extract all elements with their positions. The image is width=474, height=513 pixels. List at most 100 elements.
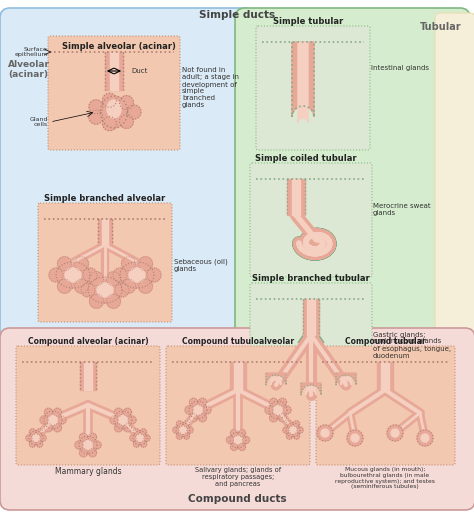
Polygon shape [133,431,147,445]
FancyBboxPatch shape [235,8,470,343]
Text: Alveolar
(acinar): Alveolar (acinar) [8,60,50,80]
Polygon shape [387,425,403,441]
FancyBboxPatch shape [48,36,180,150]
Polygon shape [80,449,88,457]
Polygon shape [190,398,198,406]
FancyBboxPatch shape [256,26,370,150]
Polygon shape [90,272,103,286]
Polygon shape [40,416,48,424]
Polygon shape [49,268,63,282]
FancyBboxPatch shape [38,203,172,322]
Polygon shape [321,429,329,437]
Polygon shape [176,421,182,427]
Polygon shape [29,431,43,445]
Polygon shape [107,100,121,118]
Polygon shape [336,373,356,385]
Polygon shape [417,430,433,446]
Polygon shape [301,383,321,395]
Text: Simple tubular: Simple tubular [273,17,343,26]
Text: Gland
cells: Gland cells [29,116,48,127]
Polygon shape [242,437,250,444]
Polygon shape [88,277,122,303]
Polygon shape [421,434,429,442]
Polygon shape [57,256,72,271]
Text: Simple ducts: Simple ducts [199,10,275,20]
Polygon shape [297,427,303,433]
Polygon shape [180,426,186,433]
Polygon shape [144,435,150,441]
Polygon shape [97,283,113,297]
Polygon shape [138,279,153,293]
Text: Simple alveolar (acinar): Simple alveolar (acinar) [62,42,176,51]
Polygon shape [283,427,289,433]
Polygon shape [190,414,198,422]
Polygon shape [56,262,90,288]
Polygon shape [187,427,193,433]
Polygon shape [119,114,134,128]
Polygon shape [203,406,211,414]
Polygon shape [119,95,134,110]
Polygon shape [283,406,291,414]
Polygon shape [391,429,399,437]
Polygon shape [121,256,136,271]
Polygon shape [36,441,43,447]
Polygon shape [199,398,207,406]
Polygon shape [199,414,207,422]
Polygon shape [140,441,146,447]
Polygon shape [114,424,123,432]
Polygon shape [292,42,314,117]
Text: Salivary glands; glands of
respiratory passages;
and pancreas: Salivary glands; glands of respiratory p… [195,467,281,487]
Polygon shape [83,268,97,282]
Polygon shape [121,279,136,293]
Polygon shape [127,105,141,119]
Text: Merocrine sweat
glands: Merocrine sweat glands [373,204,430,216]
Polygon shape [341,377,351,385]
Polygon shape [113,268,127,282]
Polygon shape [29,429,36,435]
Text: Compound alveolar (acinar): Compound alveolar (acinar) [27,337,148,346]
FancyBboxPatch shape [16,346,160,465]
Polygon shape [44,411,62,429]
Text: Simple coiled tubular: Simple coiled tubular [255,154,357,163]
Polygon shape [81,283,95,297]
FancyBboxPatch shape [0,8,255,343]
Polygon shape [45,424,53,432]
Polygon shape [75,441,83,449]
Polygon shape [286,421,292,427]
Polygon shape [40,435,46,441]
Polygon shape [185,406,193,414]
Polygon shape [293,421,300,427]
Polygon shape [269,401,287,419]
Text: Mammary glands: Mammary glands [55,467,121,476]
Text: Compound tubuloalveolar: Compound tubuloalveolar [182,337,294,346]
Polygon shape [130,435,136,441]
Polygon shape [133,441,140,447]
Polygon shape [102,93,117,107]
Text: Intestinal glands: Intestinal glands [371,65,429,71]
Polygon shape [120,262,154,288]
Polygon shape [278,414,287,422]
Polygon shape [65,268,81,282]
Polygon shape [278,398,287,406]
Polygon shape [118,416,128,424]
Polygon shape [89,433,97,441]
Polygon shape [107,272,120,286]
Polygon shape [271,377,281,385]
Polygon shape [137,435,144,442]
Text: Surface
epithelium: Surface epithelium [14,47,48,57]
Polygon shape [114,408,123,416]
Text: Simple branched tubular: Simple branched tubular [252,274,370,283]
FancyBboxPatch shape [250,283,372,397]
Polygon shape [193,405,202,415]
Polygon shape [347,430,363,446]
Text: Duct: Duct [131,68,147,74]
Polygon shape [54,408,62,416]
Text: Sebaceous (oil)
glands: Sebaceous (oil) glands [174,258,228,272]
Polygon shape [74,279,89,293]
Polygon shape [29,441,36,447]
Polygon shape [123,408,132,416]
Polygon shape [298,42,308,123]
Polygon shape [176,423,190,437]
Polygon shape [89,110,103,124]
Polygon shape [33,435,39,442]
